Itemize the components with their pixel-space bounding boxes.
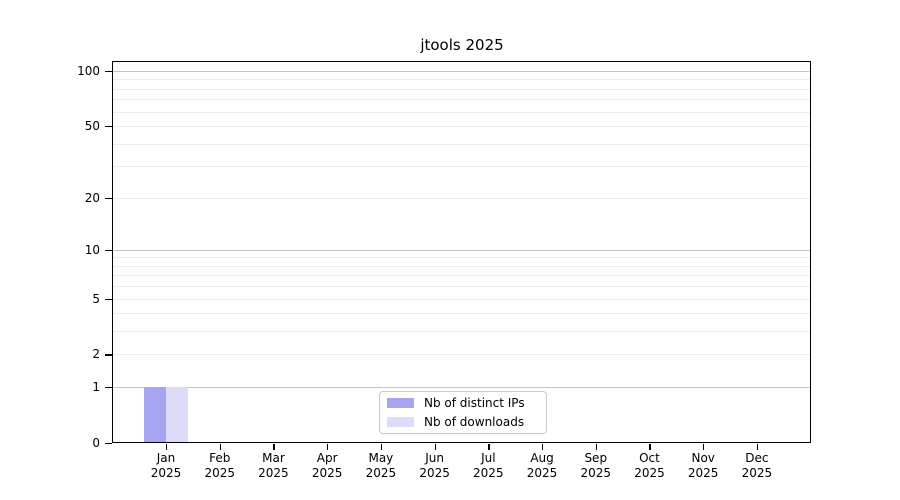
x-axis-tick-label: Apr 2025 [311,451,343,480]
y-axis-tick-label: 10 [84,242,100,257]
x-axis-tick [756,444,759,450]
x-axis-tick-label: Jan 2025 [150,451,182,480]
x-axis-tick [434,444,436,450]
minor-gridline [113,331,811,333]
minor-gridline [113,143,811,145]
chart-title: jtools 2025 [420,36,504,54]
y-axis-tick [105,443,112,445]
minor-gridline [113,275,811,277]
y-axis-tick [105,71,112,73]
minor-gridline [113,286,811,288]
x-axis-tick [273,444,275,450]
x-axis-tick [488,444,490,450]
y-axis-tick [105,249,112,251]
x-axis-tick-label: Feb 2025 [204,451,235,480]
minor-gridline [113,257,811,259]
minor-gridline [113,265,811,267]
minor-gridline [113,79,811,81]
major-gridline [113,387,811,389]
bar-distinct-ips [144,387,166,442]
legend: Nb of distinct IPs Nb of downloads [379,391,547,434]
x-axis-tick [166,444,168,450]
x-axis-tick [703,444,705,450]
x-axis-tick-label: Jul 2025 [473,451,504,480]
y-axis-tick-label: 5 [92,291,100,306]
y-axis-tick [105,126,112,128]
legend-label: Nb of downloads [424,414,525,429]
minor-gridline [113,197,811,199]
bar-downloads [166,387,188,442]
y-axis-tick-label: 0 [92,436,100,450]
x-axis-tick [219,444,221,450]
y-axis-tick-label: 20 [84,190,100,205]
x-axis-tick [542,444,544,450]
x-axis-tick-label: Nov 2025 [687,451,719,480]
minor-gridline [113,126,811,128]
y-axis-tick [105,387,112,389]
minor-gridline [113,99,811,101]
y-axis-tick-label: 50 [84,119,100,134]
x-axis-tick-label: Jun 2025 [419,451,450,480]
legend-item: Nb of downloads [387,414,538,431]
x-axis-tick [649,444,651,450]
legend-swatch-distinct-ips [387,398,414,409]
minor-gridline [113,313,811,315]
minor-gridline [113,166,811,168]
y-axis-tick [105,197,112,199]
x-axis-tick-label: Sep 2025 [580,451,612,480]
y-axis-tick-label: 1 [92,380,100,395]
minor-gridline [113,354,811,356]
x-axis-tick-label: May 2025 [365,451,397,480]
x-axis-tick [380,444,383,450]
y-axis-tick [105,354,112,356]
axes-spines [112,61,811,443]
minor-gridline [113,298,811,300]
x-axis-tick [327,444,329,450]
major-gridline [113,71,811,72]
x-axis-tick-label: Oct 2025 [634,451,665,480]
x-axis-tick-label: Mar 2025 [258,451,289,480]
x-axis-tick-label: Dec 2025 [741,451,773,480]
minor-gridline [113,88,811,90]
legend-item: Nb of distinct IPs [387,395,538,412]
x-axis-tick-label: Aug 2025 [526,451,558,480]
y-axis-tick-label: 2 [92,347,100,362]
x-axis-tick [595,444,597,450]
y-axis-tick [105,298,112,300]
major-gridline [113,249,811,251]
legend-swatch-downloads [387,416,414,427]
legend-label: Nb of distinct IPs [424,396,525,411]
y-axis-tick-label: 100 [77,64,100,78]
minor-gridline [113,111,811,113]
